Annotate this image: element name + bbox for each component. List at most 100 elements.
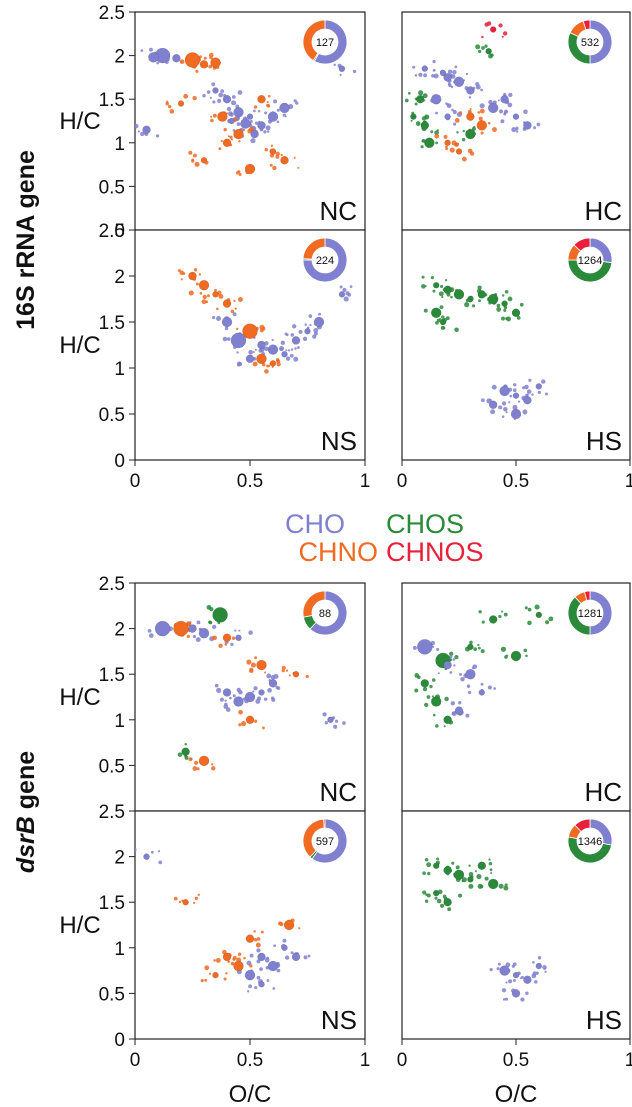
scatter-point-cho bbox=[500, 94, 509, 104]
scatter-points bbox=[177, 268, 353, 374]
x-tick-label: 0 bbox=[130, 471, 141, 492]
scatter-point-small bbox=[298, 329, 303, 334]
scatter-point-small bbox=[462, 129, 465, 133]
scatter-point-small bbox=[158, 860, 163, 865]
scatter-point-small bbox=[469, 107, 472, 111]
scatter-point-small bbox=[544, 392, 548, 396]
scatter-point-chos bbox=[420, 121, 430, 130]
scatter-point-small bbox=[513, 383, 517, 387]
scatter-point-cho bbox=[499, 385, 510, 397]
scatter-point-small bbox=[430, 276, 434, 280]
scatter-point-small bbox=[282, 113, 286, 117]
scatter-point-cho bbox=[523, 395, 532, 405]
scatter-point-small bbox=[352, 69, 357, 74]
scatter-point-chno bbox=[269, 360, 277, 367]
y-tick-label: 1 bbox=[114, 711, 125, 732]
scatter-point-small bbox=[447, 907, 452, 912]
panel-16S-HC: HC 532 bbox=[401, 11, 631, 231]
scatter-point-small bbox=[196, 767, 200, 771]
scatter-point-chos bbox=[439, 318, 447, 326]
donut-total: 88 bbox=[319, 608, 331, 620]
scatter-point-small bbox=[208, 972, 212, 975]
scatter-point-cho bbox=[444, 113, 451, 120]
scatter-point-small bbox=[537, 956, 542, 960]
scatter-point-small bbox=[504, 289, 509, 294]
scatter-point-small bbox=[234, 629, 237, 632]
scatter-point-small bbox=[422, 686, 428, 692]
scatter-point-small bbox=[254, 121, 259, 125]
scatter-point-small bbox=[309, 323, 312, 327]
scatter-point-small bbox=[266, 979, 270, 982]
scatter-point-chos bbox=[501, 300, 508, 307]
scatter-point-small bbox=[238, 629, 241, 632]
scatter-point-chno bbox=[182, 898, 189, 906]
scatter-point-cho bbox=[304, 327, 311, 335]
scatter-point-small bbox=[232, 957, 236, 961]
scatter-point-small bbox=[178, 900, 182, 904]
scatter-point-small bbox=[202, 294, 207, 300]
scatter-point-small bbox=[342, 721, 346, 725]
scatter-point-small bbox=[243, 956, 246, 960]
scatter-point-small bbox=[266, 673, 272, 679]
scatter-point-cho bbox=[233, 107, 244, 118]
scatter-point-cho bbox=[188, 624, 197, 633]
scatter-point-small bbox=[249, 953, 254, 958]
scatter-point-cho bbox=[246, 113, 254, 120]
scatter-point-small bbox=[156, 61, 159, 65]
scatter-point-small bbox=[290, 951, 294, 955]
y-tick-label: 0 bbox=[114, 451, 125, 472]
y-tick-label: 0.5 bbox=[99, 756, 125, 777]
panel-16S-NC: 0 0.5 1 1.5 2 2.5 H/C NC 127 bbox=[59, 3, 366, 242]
scatter-point-small bbox=[501, 988, 507, 993]
scatter-point-small bbox=[240, 720, 247, 727]
scatter-point-small bbox=[407, 91, 411, 95]
scatter-point-small bbox=[285, 356, 291, 361]
scatter-point-small bbox=[440, 325, 445, 330]
scatter-point-cho bbox=[258, 981, 265, 988]
scatter-point-small bbox=[249, 120, 253, 123]
scatter-point-small bbox=[238, 690, 243, 695]
scatter-point-small bbox=[414, 688, 419, 693]
scatter-point-small bbox=[478, 299, 481, 303]
scatter-point-small bbox=[498, 883, 504, 889]
scatter-point-small bbox=[505, 981, 508, 984]
scatter-point-small bbox=[461, 879, 465, 883]
scatter-point-small bbox=[173, 896, 178, 901]
scatter-point-small bbox=[305, 674, 309, 679]
scatter-point-small bbox=[266, 104, 271, 108]
scatter-point-chos bbox=[443, 285, 452, 295]
scatter-point-cho bbox=[535, 383, 543, 390]
scatter-point-small bbox=[489, 968, 493, 972]
scatter-point-small bbox=[208, 52, 214, 58]
scatter-point-chos bbox=[181, 747, 190, 756]
scatter-point-chos bbox=[432, 281, 440, 289]
scatter-point-small bbox=[537, 390, 541, 395]
legend-cho: CHO bbox=[285, 509, 345, 539]
x-tick-label: 0.5 bbox=[237, 1050, 263, 1071]
scatter-point-small bbox=[212, 624, 217, 630]
scatter-point-small bbox=[502, 998, 506, 1001]
scatter-point-small bbox=[487, 685, 492, 690]
scatter-point-small bbox=[195, 282, 199, 286]
scatter-point-chos bbox=[432, 862, 440, 869]
y-tick-label: 2 bbox=[114, 267, 125, 288]
scatter-point-small bbox=[304, 323, 307, 326]
scatter-point-small bbox=[444, 696, 449, 702]
scatter-point-small bbox=[212, 100, 216, 104]
scatter-point-small bbox=[225, 707, 231, 712]
scatter-point-small bbox=[342, 287, 347, 293]
scatter-point-small bbox=[276, 359, 281, 364]
donut-total: 1346 bbox=[578, 836, 602, 848]
scatter-point-small bbox=[534, 604, 540, 610]
scatter-point-chno bbox=[476, 120, 488, 131]
scatter-point-small bbox=[503, 109, 509, 114]
scatter-point-small bbox=[512, 388, 517, 393]
scatter-point-small bbox=[536, 122, 541, 127]
scatter-point-cho bbox=[512, 971, 520, 979]
scatter-point-small bbox=[200, 978, 204, 983]
scatter-point-small bbox=[433, 73, 439, 79]
scatter-point-cho bbox=[250, 129, 259, 139]
scatter-point-small bbox=[480, 649, 485, 654]
scatter-point-small bbox=[477, 285, 482, 290]
